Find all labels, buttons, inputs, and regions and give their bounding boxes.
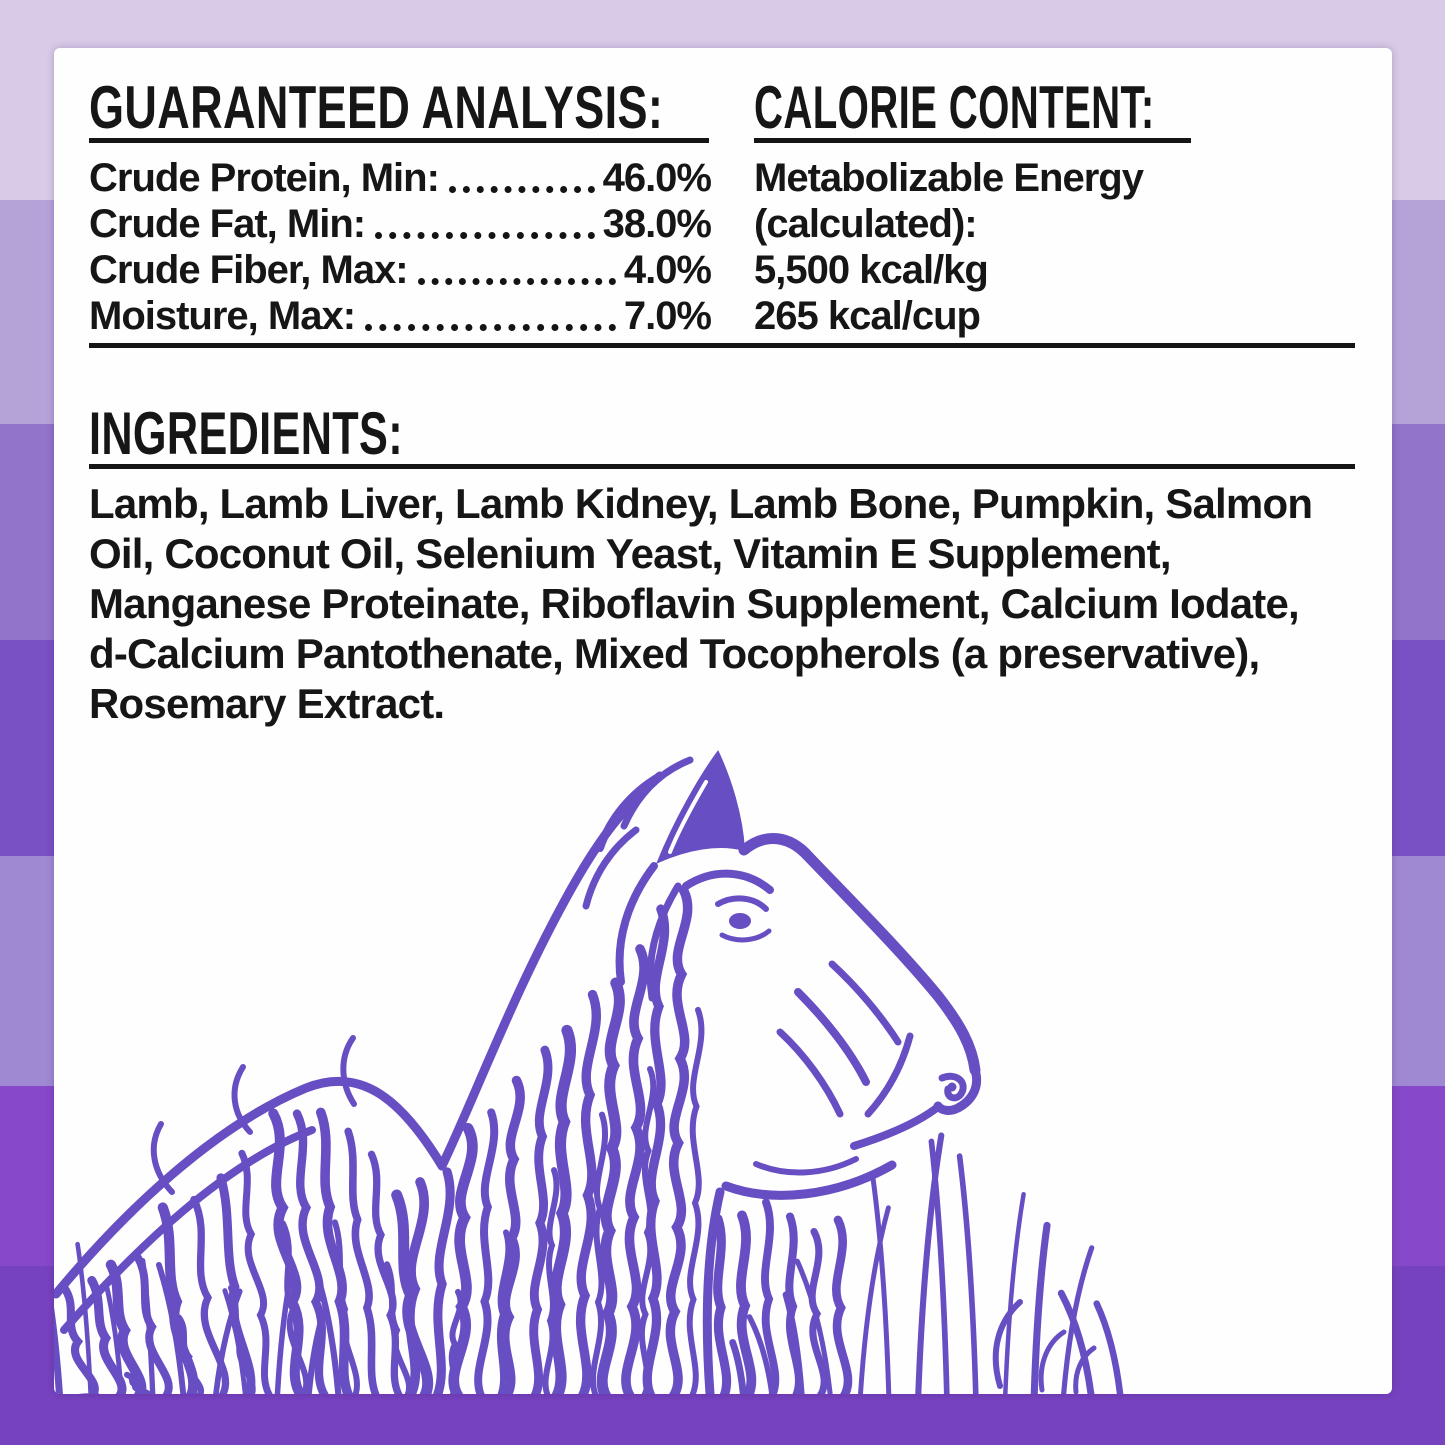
dot-leader [365,324,616,331]
dot-leader [448,186,595,193]
analysis-row-label: Crude Fat, Min: [89,202,366,246]
analysis-row-label: Moisture, Max: [89,294,356,338]
analysis-row: Moisture, Max: 7.0% [89,293,712,339]
analysis-row: Crude Fiber, Max: 4.0% [89,247,712,293]
lamb-line-art-illustration [54,750,1124,1394]
analysis-row-value: 7.0% [623,294,712,338]
dot-leader [375,232,595,239]
guaranteed-analysis-title: GUARANTEED ANALYSIS: [89,74,664,141]
ingredients-line: Oil, Coconut Oil, Selenium Yeast, Vitami… [89,530,1172,577]
guaranteed-analysis-section: GUARANTEED ANALYSIS: Crude Protein, Min:… [89,74,712,339]
label-card: GUARANTEED ANALYSIS: Crude Protein, Min:… [54,48,1392,1394]
ingredients-line: Lamb, Lamb Liver, Lamb Kidney, Lamb Bone… [89,480,1313,527]
calorie-content-section: CALORIE CONTENT: Metabolizable Energy (c… [754,74,1354,339]
calorie-content-title-rule [754,138,1191,143]
ingredients-text: Lamb, Lamb Liver, Lamb Kidney, Lamb Bone… [89,479,1359,729]
ingredients-section: INGREDIENTS: Lamb, Lamb Liver, Lamb Kidn… [89,400,1359,729]
section-divider-rule [89,343,1355,348]
dot-leader [417,278,616,285]
calorie-line: 265 kcal/cup [754,294,981,338]
calorie-content-title: CALORIE CONTENT: [754,74,1155,141]
calorie-content-lines: Metabolizable Energy (calculated): 5,500… [754,155,1354,339]
ingredients-title-rule [89,464,1355,469]
guaranteed-analysis-title-rule [89,138,709,143]
lamb-fleece-and-grass [54,885,1124,1394]
analysis-row-value: 38.0% [602,202,712,246]
analysis-row-value: 46.0% [602,156,712,200]
guaranteed-analysis-rows: Crude Protein, Min: 46.0% Crude Fat, Min… [89,155,712,339]
calorie-line: 5,500 kcal/kg [754,248,989,292]
ingredients-title: INGREDIENTS: [89,400,403,467]
ingredients-line: Manganese Proteinate, Riboflavin Supplem… [89,580,1300,627]
analysis-row-label: Crude Protein, Min: [89,156,440,200]
analysis-row: Crude Fat, Min: 38.0% [89,201,712,247]
ingredients-line: d-Calcium Pantothenate, Mixed Tocopherol… [89,630,1260,677]
lamb-head [54,750,1097,1394]
calorie-line: (calculated): [754,202,978,246]
calorie-line: Metabolizable Energy [754,156,1144,200]
analysis-row-label: Crude Fiber, Max: [89,248,409,292]
ingredients-line: Rosemary Extract. [89,680,445,727]
analysis-row-value: 4.0% [623,248,712,292]
analysis-row: Crude Protein, Min: 46.0% [89,155,712,201]
